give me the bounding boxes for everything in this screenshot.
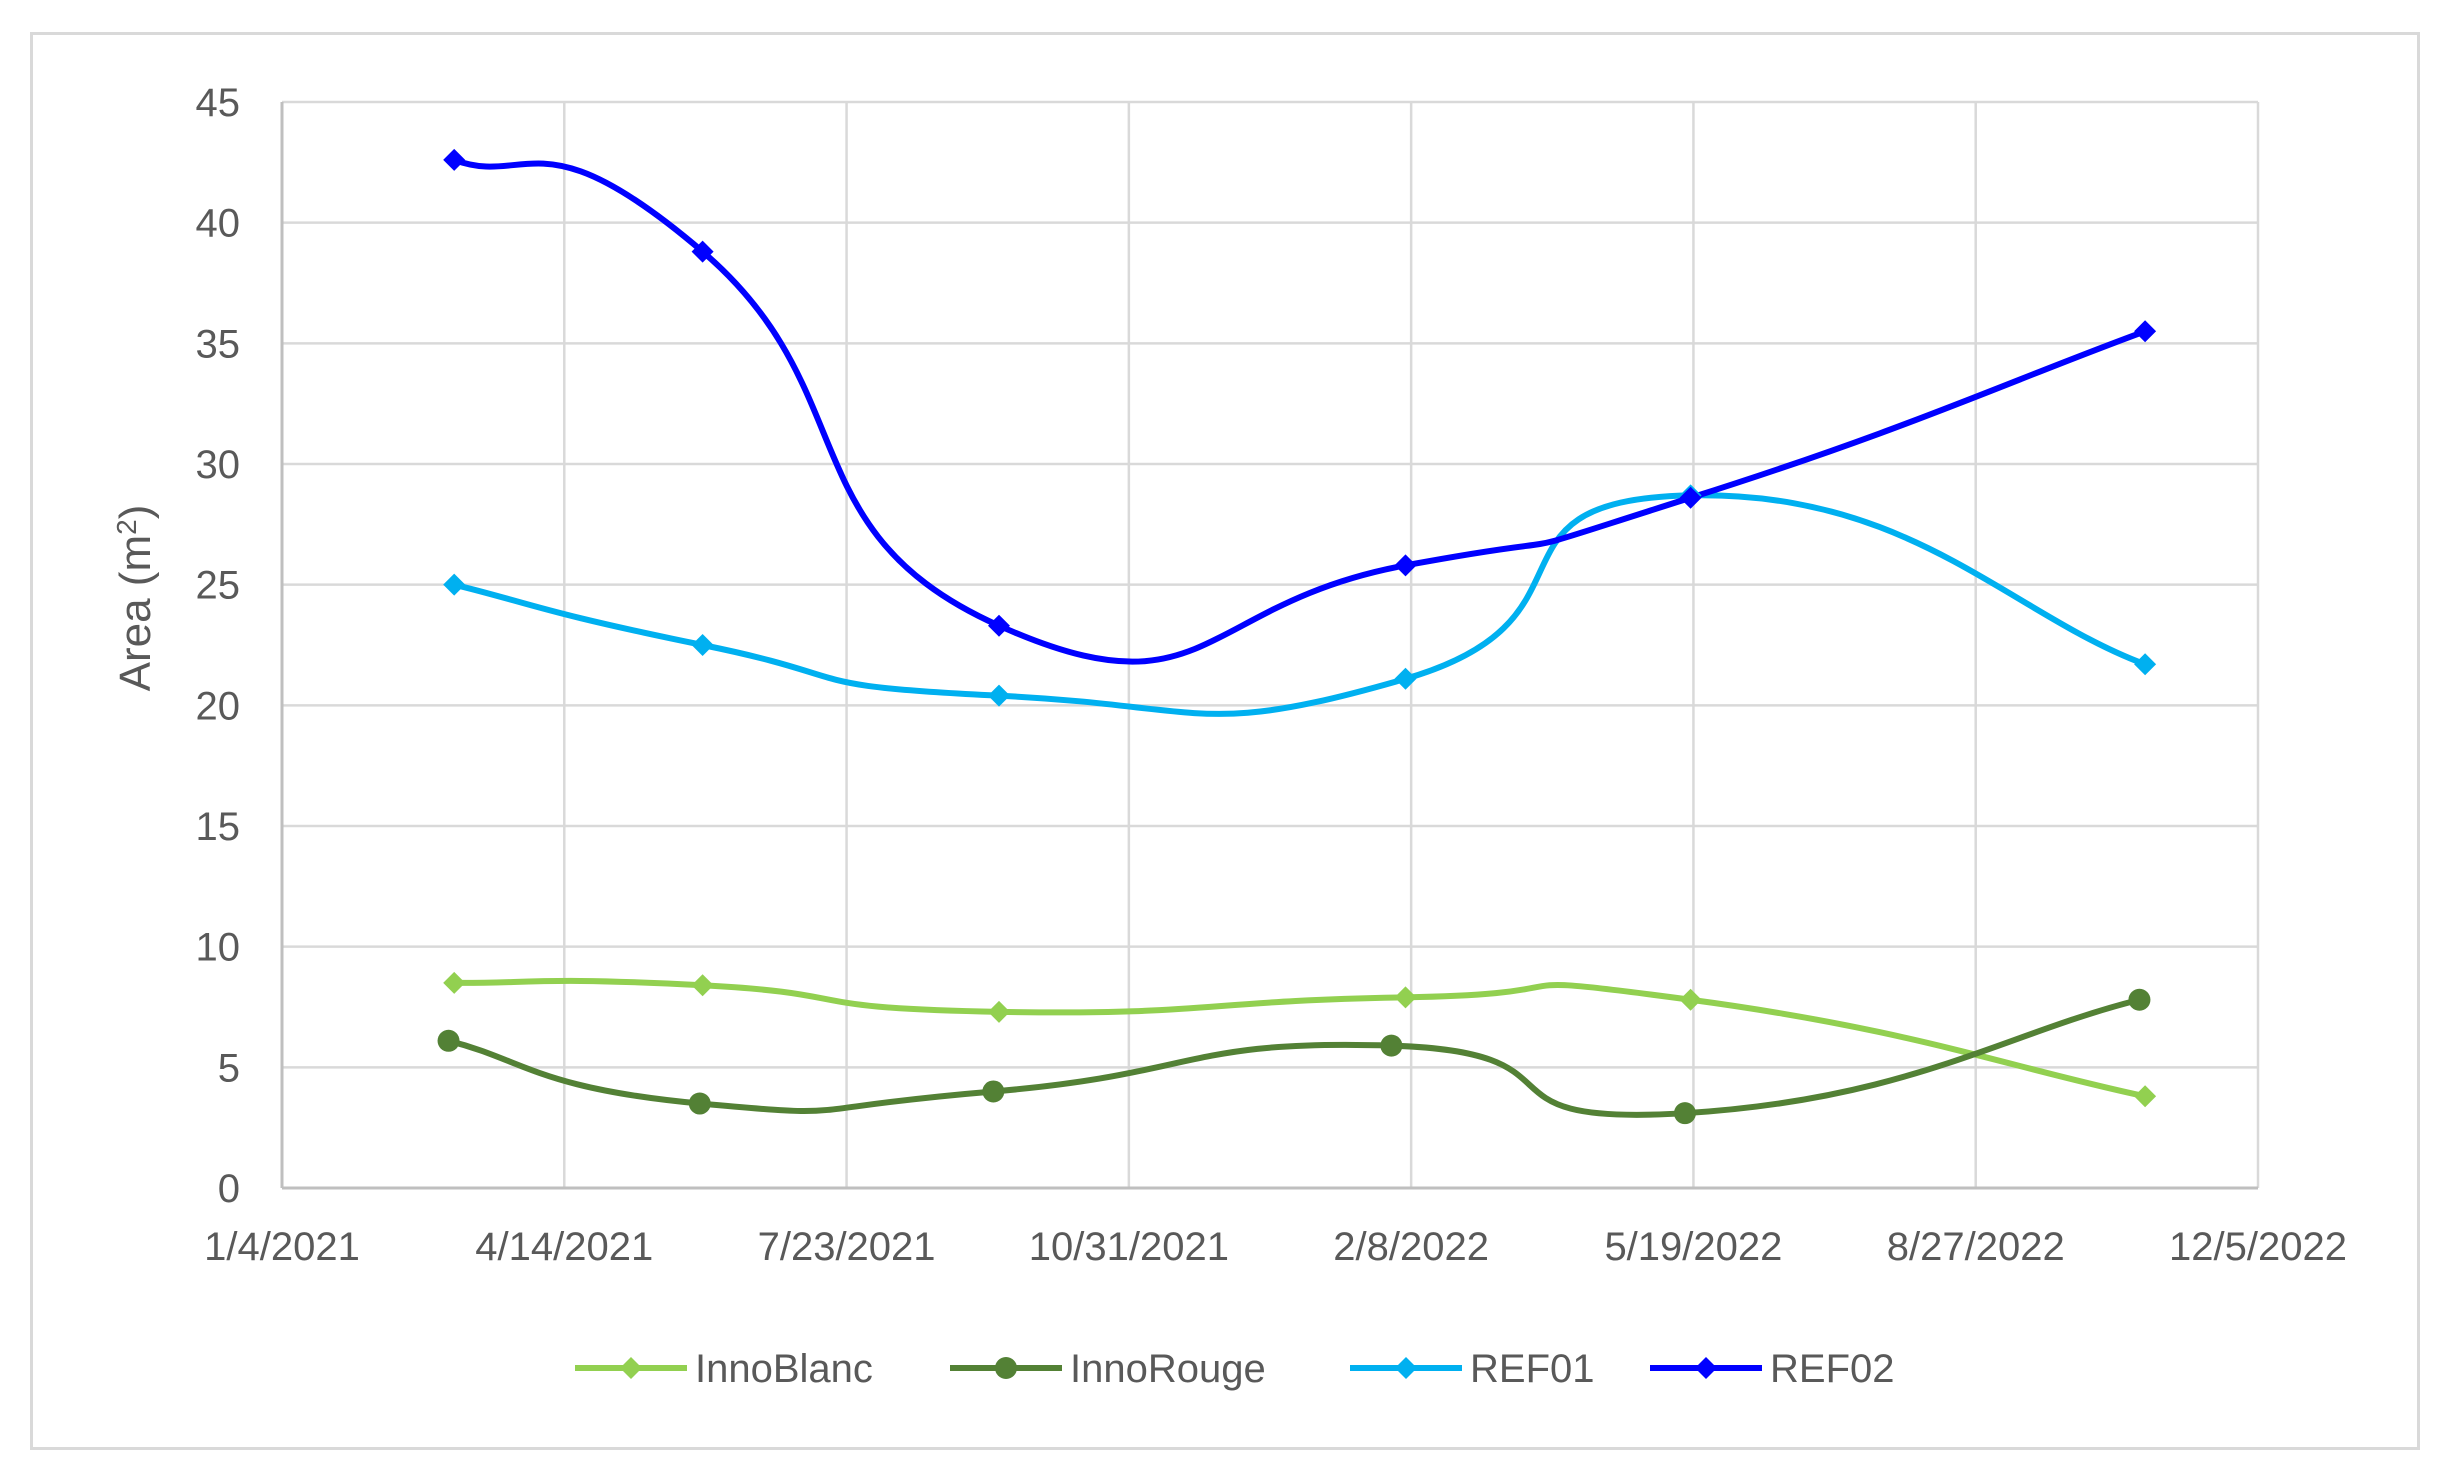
legend-label-ref01: REF01 [1470,1347,1595,1391]
x-tick-label: 12/5/2022 [2169,1225,2347,1269]
data-point-innorouge [688,1092,711,1115]
data-point-innoblanc [443,971,466,994]
x-tick-label: 10/31/2021 [1029,1225,1229,1269]
data-point-innoblanc [988,1000,1011,1023]
legend-label-innorouge: InnoRouge [1070,1347,1266,1391]
data-point-innorouge [1380,1034,1403,1057]
data-point-innorouge [982,1080,1005,1103]
legend-item-ref01: REF01 [1350,1347,1595,1391]
data-point-ref02 [2134,320,2157,343]
y-tick-label: 0 [218,1167,240,1211]
x-tick-label: 7/23/2021 [758,1225,936,1269]
legend-label-ref02: REF02 [1770,1347,1895,1391]
legend: InnoBlanc InnoRouge REF01 REF02 [575,1347,1895,1391]
x-tick-label: 5/19/2022 [1604,1225,1782,1269]
x-tick-label: 8/27/2022 [1887,1225,2065,1269]
legend-marker-innorouge [995,1357,1017,1379]
legend-marker-innoblanc [620,1357,642,1379]
data-point-ref01 [691,634,714,656]
data-point-innorouge [2128,988,2151,1011]
y-tick-label: 35 [196,322,241,366]
data-point-innoblanc [2134,1085,2157,1108]
data-point-ref01 [988,684,1011,707]
legend-label-innoblanc: InnoBlanc [695,1347,873,1391]
series-line-ref02 [451,156,2149,665]
x-tick-label: 2/8/2022 [1333,1225,1489,1269]
x-tick-label: 1/4/2021 [204,1225,360,1269]
data-point-ref02 [443,148,466,171]
chart-frame [30,32,2420,1450]
legend-marker-ref01 [1395,1357,1417,1379]
y-tick-labels: 0 5 10 15 20 25 30 35 40 45 [196,81,241,1211]
legend-item-ref02: REF02 [1650,1347,1895,1391]
series-markers [437,148,2157,1125]
legend-marker-ref02 [1695,1357,1717,1379]
series-line-ref01 [451,492,2149,717]
data-point-innorouge [437,1029,460,1052]
x-tick-label: 4/14/2021 [475,1225,653,1269]
y-tick-label: 20 [196,684,241,728]
data-point-ref01 [2134,653,2157,676]
legend-item-innoblanc: InnoBlanc [575,1347,873,1391]
y-tick-label: 30 [196,443,241,487]
data-point-ref02 [988,614,1011,637]
axes [280,102,2258,1190]
y-axis-label: Area (m2) [111,505,160,692]
data-point-ref01 [443,573,466,596]
y-tick-label: 40 [196,202,241,246]
y-tick-label: 5 [218,1046,240,1090]
y-tick-label: 45 [196,81,241,125]
x-tick-labels: 1/4/2021 4/14/2021 7/23/2021 10/31/2021 2/8/… [204,1225,2347,1269]
data-point-innoblanc [691,974,714,997]
y-tick-label: 10 [196,926,241,970]
legend-item-innorouge: InnoRouge [950,1347,1266,1391]
gridlines [282,100,2260,1188]
data-point-ref01 [1394,667,1417,690]
data-point-ref02 [1394,554,1417,577]
data-point-ref02 [1679,486,1702,509]
y-tick-label: 25 [196,564,241,608]
data-point-innoblanc [1679,988,1702,1011]
data-point-ref02 [691,240,714,263]
data-point-innoblanc [1394,986,1417,1009]
y-tick-label: 15 [196,805,241,849]
data-point-innorouge [1673,1102,1696,1125]
